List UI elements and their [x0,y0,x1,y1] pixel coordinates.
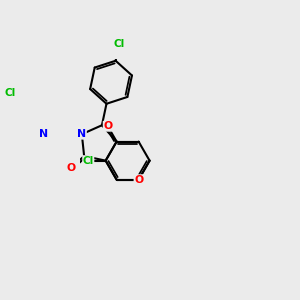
Text: Cl: Cl [4,88,15,98]
Text: O: O [103,121,112,131]
Text: N: N [39,129,48,139]
Text: Cl: Cl [114,39,125,49]
Text: O: O [134,175,143,185]
Text: Cl: Cl [83,156,94,166]
Text: N: N [77,129,86,139]
Text: O: O [66,163,75,173]
